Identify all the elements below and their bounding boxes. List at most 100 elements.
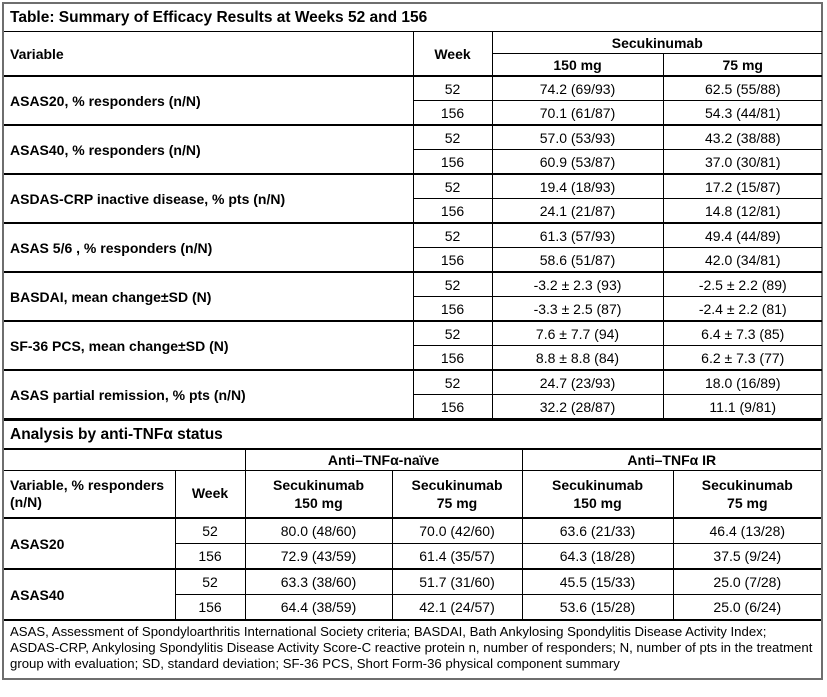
dose-label: 75 mg bbox=[727, 495, 768, 511]
value-cell: 54.3 (44/81) bbox=[662, 100, 822, 126]
variable-label: ASAS 5/6 , % responders (n/N) bbox=[4, 222, 414, 273]
brand-label: Secukinumab bbox=[411, 476, 503, 493]
week-cell: 156 bbox=[174, 543, 246, 570]
value-cell: 25.0 (6/24) bbox=[672, 594, 822, 620]
value-cell: 74.2 (69/93) bbox=[491, 75, 664, 101]
week-cell: 52 bbox=[412, 173, 493, 199]
col-header-secukinumab: Secukinumab bbox=[491, 31, 822, 54]
footnote: ASAS, Assessment of Spondyloarthritis In… bbox=[4, 620, 821, 678]
value-cell: 25.0 (7/28) bbox=[672, 568, 822, 595]
week-cell: 156 bbox=[412, 394, 493, 419]
week-cell: 52 bbox=[412, 271, 493, 297]
week-cell: 52 bbox=[412, 369, 493, 395]
value-cell: 45.5 (15/33) bbox=[521, 568, 674, 595]
col-header-150mg: 150 mg bbox=[491, 53, 664, 77]
value-cell: 17.2 (15/87) bbox=[662, 173, 822, 199]
variable-label: ASDAS-CRP inactive disease, % pts (n/N) bbox=[4, 173, 414, 224]
value-cell: 57.0 (53/93) bbox=[491, 124, 664, 150]
brand-label: Secukinumab bbox=[272, 476, 365, 493]
value-cell: 18.0 (16/89) bbox=[662, 369, 822, 395]
value-cell: 58.6 (51/87) bbox=[491, 247, 664, 273]
value-cell: 8.8 ± 8.8 (84) bbox=[491, 345, 664, 371]
col-header-variable-responders: Variable, % responders (n/N) bbox=[4, 470, 176, 519]
value-cell: 37.0 (30/81) bbox=[662, 149, 822, 175]
value-cell: 80.0 (48/60) bbox=[244, 517, 393, 544]
value-cell: -3.3 ± 2.5 (87) bbox=[491, 296, 664, 322]
week-cell: 156 bbox=[412, 100, 493, 126]
value-cell: 6.2 ± 7.3 (77) bbox=[662, 345, 822, 371]
value-cell: -3.2 ± 2.3 (93) bbox=[491, 271, 664, 297]
value-cell: 64.3 (18/28) bbox=[521, 543, 674, 570]
week-cell: 52 bbox=[412, 124, 493, 150]
value-cell: 61.4 (35/57) bbox=[391, 543, 523, 570]
col-header-ir-75mg: Secukinumab 75 mg bbox=[672, 470, 822, 519]
value-cell: 61.3 (57/93) bbox=[491, 222, 664, 248]
week-cell: 156 bbox=[412, 149, 493, 175]
week-cell: 52 bbox=[412, 222, 493, 248]
variable-label: SF-36 PCS, mean change±SD (N) bbox=[4, 320, 414, 371]
value-cell: 6.4 ± 7.3 (85) bbox=[662, 320, 822, 346]
value-cell: 14.8 (12/81) bbox=[662, 198, 822, 224]
value-cell: -2.4 ± 2.2 (81) bbox=[662, 296, 822, 322]
dose-label: 150 mg bbox=[294, 495, 343, 511]
variable-label: BASDAI, mean change±SD (N) bbox=[4, 271, 414, 322]
week-cell: 156 bbox=[412, 296, 493, 322]
anti-tnf-table: Anti–TNFα-naïve Anti–TNFα IR Variable, %… bbox=[4, 449, 822, 620]
col-header-ir-150mg: Secukinumab 150 mg bbox=[521, 470, 674, 519]
table-title: Table: Summary of Efficacy Results at We… bbox=[4, 4, 822, 32]
week-cell: 52 bbox=[412, 320, 493, 346]
group-header-naive: Anti–TNFα-naïve bbox=[244, 449, 523, 471]
value-cell: 7.6 ± 7.7 (94) bbox=[491, 320, 664, 346]
dose-label: 150 mg bbox=[573, 495, 622, 511]
value-cell: 19.4 (18/93) bbox=[491, 173, 664, 199]
variable-label: ASAS partial remission, % pts (n/N) bbox=[4, 369, 414, 419]
variable-label: ASAS40, % responders (n/N) bbox=[4, 124, 414, 175]
week-cell: 52 bbox=[174, 517, 246, 544]
variable-label: ASAS20 bbox=[4, 517, 176, 570]
value-cell: 53.6 (15/28) bbox=[521, 594, 674, 620]
col-header-week: Week bbox=[412, 31, 493, 77]
value-cell: 70.1 (61/87) bbox=[491, 100, 664, 126]
col-header-75mg: 75 mg bbox=[662, 53, 822, 77]
section-title-anti-tnf: Analysis by anti-TNFα status bbox=[4, 419, 821, 449]
value-cell: 42.0 (34/81) bbox=[662, 247, 822, 273]
value-cell: -2.5 ± 2.2 (89) bbox=[662, 271, 822, 297]
value-cell: 43.2 (38/88) bbox=[662, 124, 822, 150]
value-cell: 63.3 (38/60) bbox=[244, 568, 393, 595]
brand-label: Secukinumab bbox=[552, 476, 644, 493]
summary-table-container: Table: Summary of Efficacy Results at We… bbox=[2, 2, 823, 681]
value-cell: 24.7 (23/93) bbox=[491, 369, 664, 395]
col-header-variable: Variable bbox=[4, 31, 414, 77]
value-cell: 62.5 (55/88) bbox=[662, 75, 822, 101]
value-cell: 32.2 (28/87) bbox=[491, 394, 664, 419]
week-cell: 156 bbox=[412, 247, 493, 273]
value-cell: 63.6 (21/33) bbox=[521, 517, 674, 544]
col-header-naive-75mg: Secukinumab 75 mg bbox=[391, 470, 523, 519]
group-header-spacer bbox=[4, 449, 246, 471]
week-cell: 156 bbox=[412, 345, 493, 371]
brand-label: Secukinumab bbox=[701, 476, 793, 493]
week-cell: 52 bbox=[174, 568, 246, 595]
week-cell: 52 bbox=[412, 75, 493, 101]
variable-label: ASAS20, % responders (n/N) bbox=[4, 75, 414, 126]
week-cell: 156 bbox=[174, 594, 246, 620]
value-cell: 37.5 (9/24) bbox=[672, 543, 822, 570]
week-cell: 156 bbox=[412, 198, 493, 224]
group-header-ir: Anti–TNFα IR bbox=[521, 449, 822, 471]
value-cell: 72.9 (43/59) bbox=[244, 543, 393, 570]
value-cell: 24.1 (21/87) bbox=[491, 198, 664, 224]
value-cell: 42.1 (24/57) bbox=[391, 594, 523, 620]
dose-label: 75 mg bbox=[436, 495, 478, 511]
value-cell: 70.0 (42/60) bbox=[391, 517, 523, 544]
value-cell: 46.4 (13/28) bbox=[672, 517, 822, 544]
value-cell: 51.7 (31/60) bbox=[391, 568, 523, 595]
value-cell: 60.9 (53/87) bbox=[491, 149, 664, 175]
variable-label: ASAS40 bbox=[4, 568, 176, 620]
efficacy-table: Table: Summary of Efficacy Results at We… bbox=[4, 4, 822, 419]
value-cell: 49.4 (44/89) bbox=[662, 222, 822, 248]
col-header-week: Week bbox=[174, 470, 246, 519]
value-cell: 64.4 (38/59) bbox=[244, 594, 393, 620]
col-header-naive-150mg: Secukinumab 150 mg bbox=[244, 470, 393, 519]
value-cell: 11.1 (9/81) bbox=[662, 394, 822, 419]
